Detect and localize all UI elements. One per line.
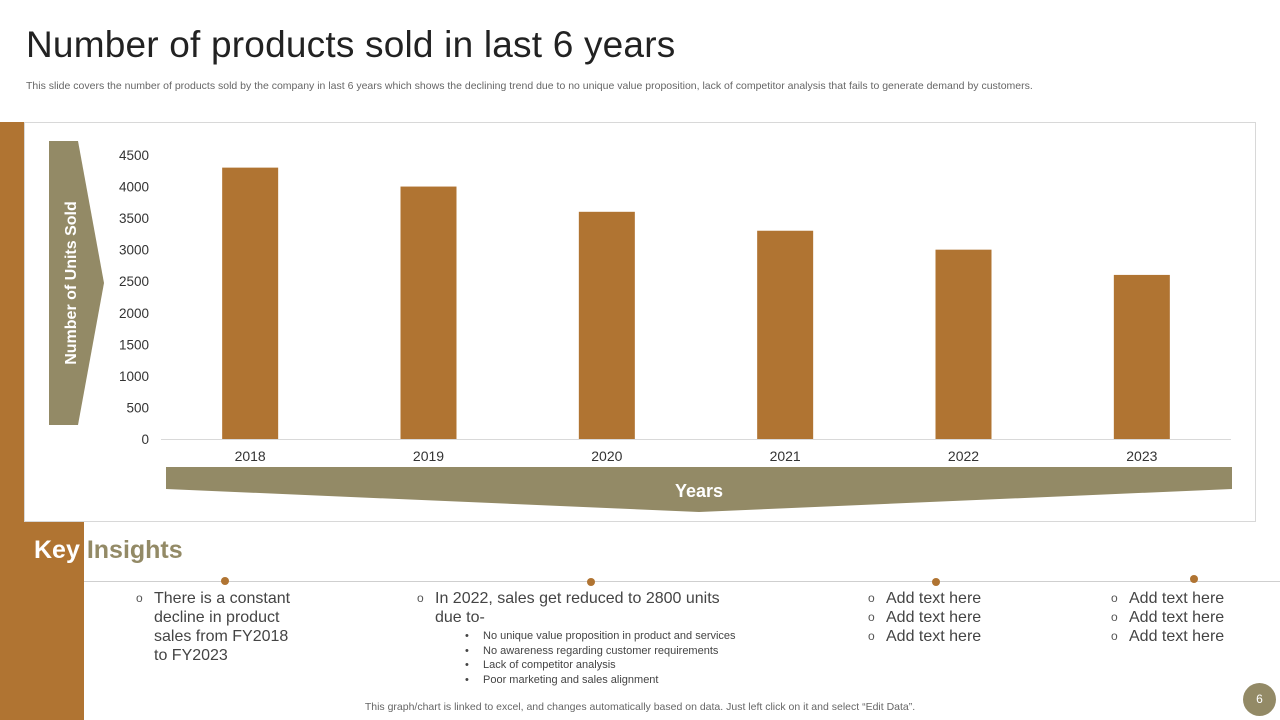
sub-bullet-marker: • <box>465 659 469 671</box>
insight-sub-item: • No unique value proposition in product … <box>465 629 797 644</box>
y-tick-label: 3500 <box>119 211 149 226</box>
y-tick-label: 3000 <box>119 243 149 258</box>
x-axis-label: Years <box>675 481 723 501</box>
insight-bullet[interactable]: o Add text here <box>1111 589 1276 608</box>
y-tick-label: 4500 <box>119 148 149 163</box>
insight-bullet[interactable]: o Add text here <box>868 589 1048 608</box>
y-tick-label: 500 <box>126 400 149 415</box>
placeholder-text[interactable]: Add text here <box>1129 590 1225 607</box>
insight-sub-item-text: Lack of competitor analysis <box>483 659 616 671</box>
bar-2018[interactable] <box>222 167 279 439</box>
bullet-marker: o <box>136 591 143 605</box>
bar-2022[interactable] <box>935 249 992 439</box>
placeholder-text[interactable]: Add text here <box>886 628 982 645</box>
insights-heading: Key Insights <box>34 536 183 565</box>
page-subtitle: This slide covers the number of products… <box>26 80 1033 92</box>
placeholder-text[interactable]: Add text here <box>886 590 982 607</box>
insight-bullet[interactable]: o Add text here <box>1111 608 1276 627</box>
insight-sub-item: • No awareness regarding customer require… <box>465 644 797 659</box>
insight-sub-item-text: No awareness regarding customer requirem… <box>483 644 719 657</box>
insight-sub-item-text: No unique value proposition in product a… <box>483 630 736 642</box>
insight-marker-dot <box>932 578 940 586</box>
insight-text-line: to FY2023 <box>154 647 228 664</box>
sub-bullet-marker: • <box>465 630 469 642</box>
x-tick-label: 2020 <box>591 448 622 464</box>
insight-column-4: o Add text here o Add text here o Add te… <box>1111 589 1276 646</box>
insight-text-line: sales from FY2018 <box>154 628 289 645</box>
y-tick-label: 2500 <box>119 274 149 289</box>
y-tick-label: 4000 <box>119 180 149 195</box>
x-axis-label-chevron <box>166 467 1232 512</box>
bar-chart[interactable]: Number of Units Sold 0 500 1000 1500 2000 2500… <box>25 123 1257 523</box>
y-tick-label: 2000 <box>119 306 149 321</box>
insight-marker-dot <box>221 577 229 585</box>
insight-bullet[interactable]: o Add text here <box>1111 627 1276 646</box>
insight-sub-item-text: Poor marketing and sales alignment <box>483 673 659 686</box>
bullet-marker: o <box>868 591 875 605</box>
footer-note: This graph/chart is linked to excel, and… <box>364 701 916 713</box>
bullet-marker: o <box>868 610 875 624</box>
bar-2021[interactable] <box>757 230 814 439</box>
chart-panel[interactable]: Number of Units Sold 0 500 1000 1500 2000 2500… <box>24 122 1256 522</box>
insights-heading-word-1: Key <box>34 536 80 564</box>
bullet-marker: o <box>1111 610 1118 624</box>
insights-divider <box>84 581 1280 582</box>
insight-text-line: In 2022, sales get reduced to 2800 units <box>435 590 720 607</box>
placeholder-text[interactable]: Add text here <box>1129 628 1225 645</box>
y-tick-label: 1500 <box>119 337 149 352</box>
placeholder-text[interactable]: Add text here <box>1129 609 1225 626</box>
bar-2020[interactable] <box>578 211 635 439</box>
insight-sub-item: • Lack of competitor analysis <box>465 658 797 673</box>
y-tick-label: 0 <box>141 432 149 447</box>
insight-marker-dot <box>587 578 595 586</box>
x-tick-label: 2023 <box>1126 448 1157 464</box>
insight-bullet: o In 2022, sales get reduced to 2800 uni… <box>417 589 797 608</box>
insight-text-line: There is a constant <box>154 590 291 607</box>
bullet-marker: o <box>1111 629 1118 643</box>
sub-bullet-marker: • <box>465 644 469 657</box>
bullet-marker: o <box>868 629 875 643</box>
insights-heading-word-2: Insights <box>86 536 183 564</box>
insight-bullet[interactable]: o Add text here <box>868 627 1048 646</box>
y-axis-label: Number of Units Sold <box>63 201 80 365</box>
placeholder-text[interactable]: Add text here <box>886 609 982 626</box>
insight-column-3: o Add text here o Add text here o Add te… <box>868 589 1048 646</box>
bar-2023[interactable] <box>1113 274 1170 439</box>
page-title: Number of products sold in last 6 years <box>26 24 676 65</box>
insight-column-1: o There is a constant decline in product… <box>136 589 336 665</box>
x-tick-label: 2022 <box>948 448 979 464</box>
bar-2019[interactable] <box>400 186 457 439</box>
insight-sub-item: • Poor marketing and sales alignment <box>465 673 797 688</box>
insight-bullet: o There is a constant <box>136 589 336 608</box>
insight-column-2: o In 2022, sales get reduced to 2800 uni… <box>417 589 797 687</box>
bullet-marker: o <box>417 591 424 605</box>
x-tick-label: 2019 <box>413 448 444 464</box>
bullet-marker: o <box>1111 591 1118 605</box>
insight-bullet[interactable]: o Add text here <box>868 608 1048 627</box>
insight-text-line: due to- <box>435 609 485 626</box>
insight-text-line: decline in product <box>154 609 280 626</box>
x-tick-label: 2018 <box>235 448 266 464</box>
page-number: 6 <box>1243 683 1276 716</box>
insight-marker-dot <box>1190 575 1198 583</box>
insight-sub-list: • No unique value proposition in product … <box>465 629 797 687</box>
sub-bullet-marker: • <box>465 673 469 686</box>
y-axis-label-chevron <box>49 141 104 425</box>
y-tick-label: 1000 <box>119 369 149 384</box>
x-tick-label: 2021 <box>770 448 801 464</box>
